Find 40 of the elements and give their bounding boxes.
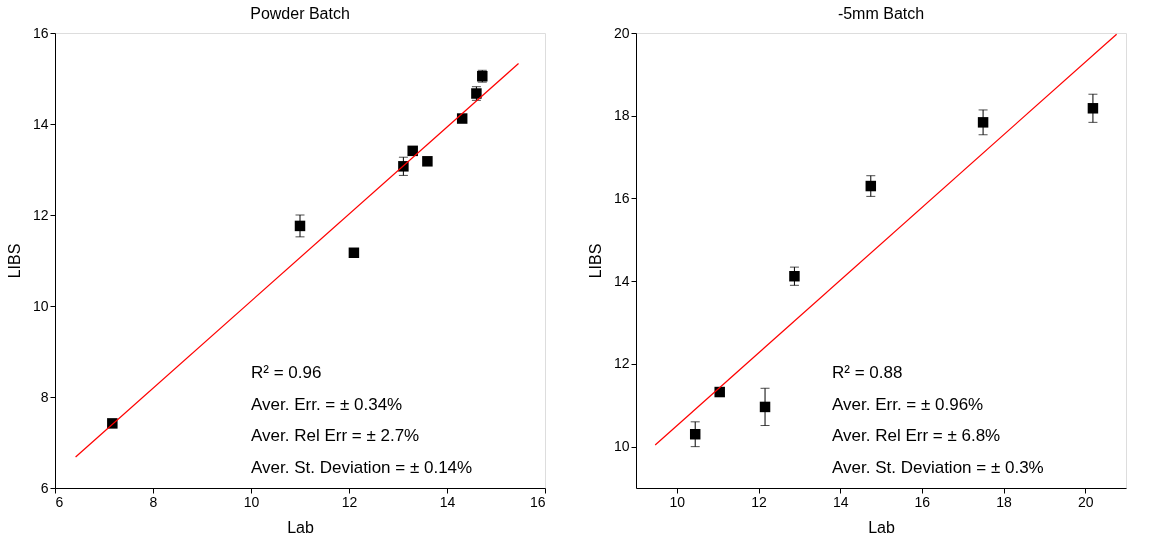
- x-tick-label: 6: [55, 493, 64, 510]
- y-axis-title: LIBS: [5, 243, 23, 279]
- y-tick-label: 10: [613, 438, 630, 455]
- x-axis-title: Lab: [868, 518, 895, 536]
- x-tick-label: 12: [751, 493, 767, 510]
- x-tick-label: 8: [149, 493, 158, 510]
- x-axis-title: Lab: [287, 518, 314, 536]
- x-tick-label: 14: [439, 493, 456, 510]
- annotation: Aver. St. Deviation = ± 0.3%: [832, 458, 1044, 477]
- y-tick-label: 16: [32, 24, 49, 41]
- annotation: Aver. Err. = ± 0.96%: [832, 394, 984, 414]
- y-tick-label: 10: [32, 297, 49, 314]
- annotation: R² = 0.96: [251, 363, 322, 382]
- y-tick-label: 12: [32, 206, 49, 223]
- y-tick-label: 20: [613, 24, 630, 41]
- y-tick-label: 8: [40, 388, 49, 405]
- point: [789, 270, 800, 282]
- y-tick-label: 12: [613, 355, 630, 372]
- x-tick-label: 10: [243, 493, 260, 510]
- annotation: Aver. Rel Err = ± 6.8%: [832, 426, 1001, 446]
- point: [422, 156, 433, 167]
- chart-title: Powder Batch: [250, 5, 350, 22]
- x-tick-label: 10: [669, 493, 686, 510]
- x-tick-label: 16: [914, 493, 931, 510]
- x-tick-label: 20: [1077, 493, 1094, 510]
- x-tick-label: 18: [996, 493, 1012, 510]
- x-tick-label: 14: [832, 493, 849, 510]
- y-tick-label: 6: [40, 479, 49, 496]
- y-tick-label: 14: [32, 115, 49, 132]
- y-axis-title: LIBS: [586, 243, 604, 279]
- y-tick-label: 14: [613, 272, 630, 289]
- annotation: Aver. Rel Err = ± 2.7%: [251, 426, 420, 446]
- chart-title: -5mm Batch: [837, 5, 925, 22]
- annotation: Aver. St. Deviation = ± 0.14%: [251, 458, 473, 477]
- y-tick-label: 16: [613, 189, 630, 206]
- x-tick-label: 16: [529, 493, 546, 510]
- y-tick-label: 18: [613, 107, 630, 124]
- annotation: Aver. Err. = ± 0.34%: [251, 394, 403, 414]
- x-tick-label: 12: [341, 493, 358, 510]
- annotation: R² = 0.88: [832, 363, 903, 382]
